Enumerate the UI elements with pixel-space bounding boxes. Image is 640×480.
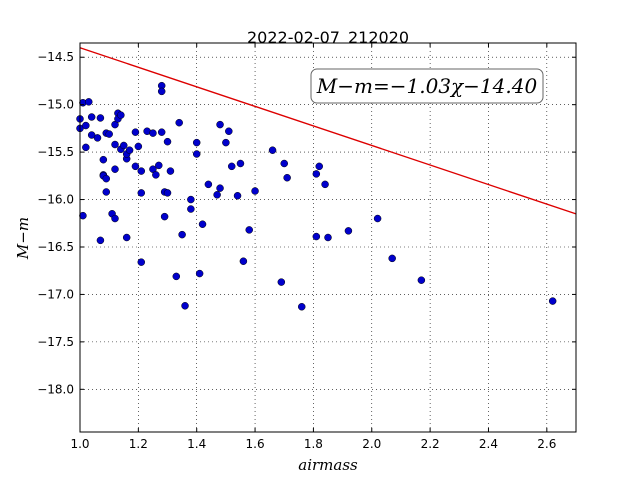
data-point [137,189,146,197]
data-point [163,137,172,146]
data-point [82,143,90,152]
annotation-text: M−m=−1.03χ−14.40 [316,74,538,98]
data-point [227,162,236,171]
annotation-box [310,68,544,104]
data-point [268,146,277,154]
data-point [192,138,201,147]
data-point [117,111,125,119]
data-point [239,257,248,265]
data-point [96,114,105,122]
data-point [192,150,201,158]
data-point [222,138,230,147]
data-point [134,142,143,151]
data-points [76,81,557,311]
data-point [172,272,181,281]
fit-annotation: M−m=−1.03χ−14.40 [310,68,544,104]
data-point [125,146,134,154]
data-point [87,113,96,121]
x-tick-label: 2.6 [537,437,556,451]
x-axis-label: airmass [298,456,358,474]
data-point [93,134,102,142]
data-point [312,232,321,241]
data-point [277,278,286,286]
data-point [417,276,426,284]
y-tick-label: −17.5 [37,335,74,349]
y-tick-label: −15.5 [37,145,74,159]
data-point [251,187,259,195]
data-point [321,180,329,189]
data-point [111,214,119,223]
data-point [163,189,172,197]
fit-line-group [79,47,577,215]
data-point [85,98,93,106]
data-point [105,130,113,138]
data-point [111,165,119,173]
data-point [111,140,119,149]
y-axis-label: M−m [14,217,32,260]
data-point [312,170,321,178]
y-tick-label: −16.5 [37,240,74,254]
data-point [99,155,108,164]
data-point [245,226,253,234]
data-point [548,297,557,305]
data-point [157,128,166,136]
data-point [344,227,353,235]
data-point [187,205,195,213]
data-point [204,180,213,189]
data-point [82,121,90,130]
data-point [181,302,189,310]
data-point [373,214,382,223]
data-point [236,159,245,168]
data-point [280,159,288,168]
data-point [152,171,160,179]
data-point [157,87,166,96]
y-tick-label: −17.0 [37,287,74,301]
axis-ticks: 1.0 1.2 1.4 1.6 1.8 2.0 2.2 2.4 2.6 −14.5 −15.0 −15… [37,43,576,451]
data-point [178,230,186,239]
data-point [213,191,221,199]
data-point [175,118,183,127]
x-tick-label: 2.0 [362,437,381,451]
data-point [102,188,111,196]
data-point [166,167,175,175]
data-point [120,141,128,150]
data-point [122,233,131,242]
data-point [149,129,157,137]
data-point [137,258,146,266]
data-point [131,128,140,136]
x-tick-label: 1.4 [187,437,206,451]
y-tick-label: −16.0 [37,193,74,207]
x-tick-label: 1.2 [129,437,148,451]
x-tick-label: 1.6 [246,437,265,451]
data-point [216,120,224,129]
data-point [297,303,306,311]
data-point [315,162,323,171]
data-point [195,269,204,278]
data-point [233,192,242,200]
data-point [79,211,87,220]
data-point [131,162,140,171]
data-point [160,212,169,221]
data-point [137,167,146,175]
y-tick-label: −15.0 [37,98,74,112]
x-tick-label: 2.4 [479,437,498,451]
data-point [388,254,396,263]
x-tick-label: 1.0 [70,437,89,451]
x-tick-label: 1.8 [304,437,323,451]
data-point [324,233,332,242]
x-tick-label: 2.2 [421,437,440,451]
data-point [198,220,207,228]
data-point [187,195,195,204]
plot-frame [79,42,577,433]
y-tick-label: −14.5 [37,50,74,64]
fit-line [79,47,577,215]
data-point [225,127,233,135]
data-point [155,161,163,170]
data-point [283,173,291,182]
y-tick-label: −18.0 [37,382,74,396]
data-point [102,174,111,183]
data-point [96,236,105,245]
data-point [216,184,224,192]
